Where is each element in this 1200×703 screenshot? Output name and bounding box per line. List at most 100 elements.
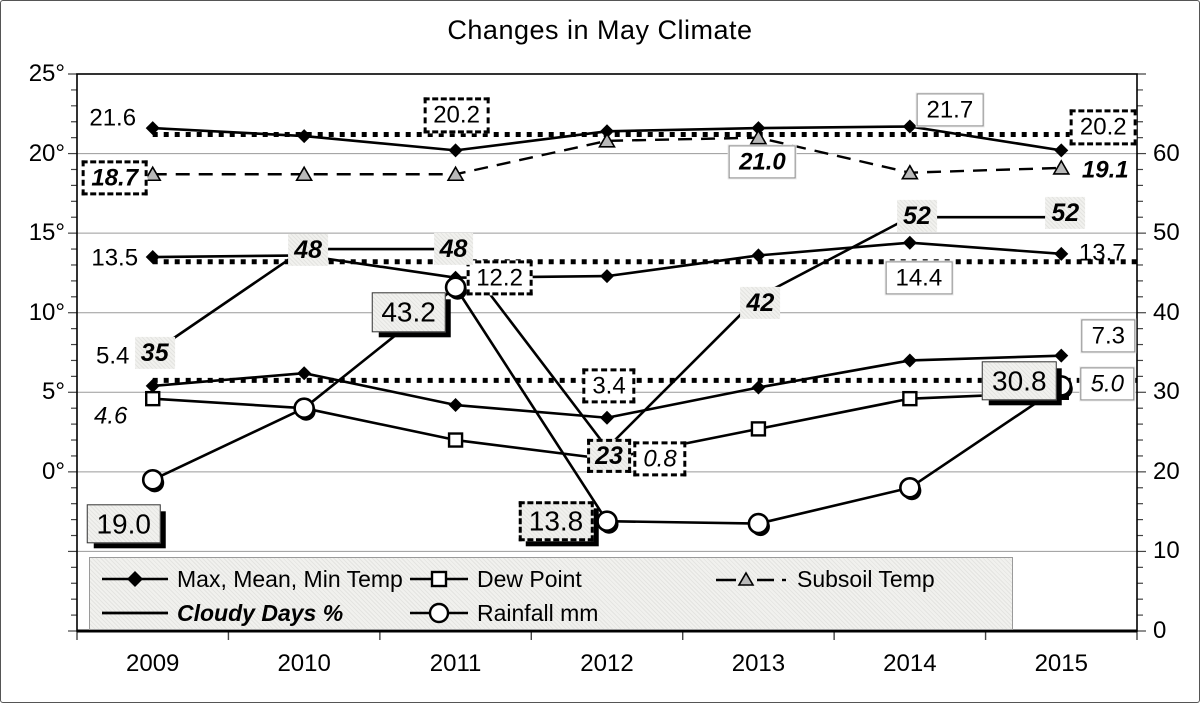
point-min-temp-2009 [145,378,160,393]
right-axis-tick-40: 40 [1153,298,1180,326]
point-min-temp-2013 [751,380,766,395]
point-max-temp-2011 [448,143,463,158]
legend-item-cloudy-days: Cloudy Days % [102,599,343,627]
label-dew-point-2009: 4.6 [94,402,128,430]
plot-border [76,73,1138,633]
point-subsoil-temp-2015 [1052,159,1071,175]
label-cloudy-days-2009: 35 [134,336,175,369]
label-min-temp-2015: 7.3 [1081,319,1135,353]
right-axis-tick-10: 10 [1153,537,1180,565]
right-axis-tick-50: 50 [1153,219,1180,247]
gridlines [77,153,1137,552]
label-subsoil-temp-2013: 21.0 [729,145,796,179]
point-dew-point-2015 [1053,384,1069,400]
diamond-line-icon [102,571,168,587]
x-axis-label-2013: 2013 [731,650,786,677]
legend-item-dew-point: Dew Point [410,565,582,593]
series-rainfall [141,276,1073,537]
point-max-temp-2010 [297,129,312,144]
point-subsoil-temp-2010 [295,165,314,182]
label-cloudy-days-2012: 23 [587,438,631,474]
label-max-temp-2011: 20.2 [423,97,490,133]
left-axis-tick-10: 10° [28,298,65,326]
right-axis-tick-60: 60 [1153,139,1180,167]
point-dew-point-2011 [447,432,464,448]
x-axis-label-2014: 2014 [883,650,937,677]
point-dew-point-2014 [902,390,918,407]
legend: Max, Mean, Min Temp Dew Point Subsoil Te… [89,557,1013,630]
legend-label-dew-point: Dew Point [477,565,582,592]
point-rainfall-2013 [747,512,770,537]
legend-item-rainfall: Rainfall mm [410,599,598,627]
point-mean-temp-2011 [448,270,463,285]
label-subsoil-temp-2015: 19.1 [1081,156,1129,184]
point-rainfall-2009 [141,469,165,493]
label-cloudy-days-2013: 42 [740,286,781,319]
point-subsoil-temp-2012 [598,132,616,148]
series-subsoil-temp [143,129,1071,182]
label-max-temp-2009: 21.6 [89,104,137,132]
x-axis-label-2015: 2015 [1034,650,1088,677]
point-min-temp-2014 [902,353,917,368]
label-mean-temp-2011: 12.2 [466,260,533,296]
legend-item-subsoil: Subsoil Temp [716,565,935,593]
right-axis-tick-30: 30 [1153,378,1180,406]
point-mean-temp-2013 [751,248,766,263]
point-min-temp-2012 [600,410,614,425]
circle-line-icon [410,602,468,624]
point-mean-temp-2015 [1054,246,1069,261]
point-subsoil-temp-2011 [446,165,465,182]
point-subsoil-temp-2014 [900,164,919,180]
left-axis-tick-0: 0° [42,457,65,485]
legend-label-cloudy-days: Cloudy Days % [177,599,344,626]
point-max-temp-2013 [751,121,766,136]
point-dew-point-2009 [145,390,161,407]
axis-ticks [68,73,1146,640]
square-line-icon [410,570,468,588]
point-mean-temp-2014 [902,235,917,250]
label-min-temp-2012: 3.4 [582,368,636,404]
legend-label-rainfall: Rainfall mm [477,599,599,626]
left-axis-tick-5: 5° [42,378,65,406]
triangle-dash-line-icon [716,571,786,586]
label-cloudy-days-2015: 52 [1045,197,1086,230]
legend-label-temp: Max, Mean, Min Temp [177,565,403,592]
x-axis-label-2010: 2010 [277,650,331,677]
label-subsoil-temp-2009: 18.7 [81,160,149,196]
x-axis-label-2011: 2011 [429,650,482,677]
point-rainfall-2014 [899,476,922,501]
left-axis-tick-25: 25° [28,60,65,87]
label-mean-temp-2015: 13.7 [1078,239,1126,267]
legend-label-subsoil: Subsoil Temp [797,565,935,592]
point-rainfall-2011 [444,276,468,300]
label-mean-temp-2009: 13.5 [91,244,139,272]
x-axis-label-2009: 2009 [126,650,180,677]
label-mean-temp-2014: 14.4 [885,261,953,295]
plain-line-icon [102,611,168,615]
x-axis-label-2012: 2012 [580,650,634,677]
label-cloudy-days-2014: 52 [896,200,937,233]
label-rainfall-2009: 19.0 [86,504,161,544]
left-axis-tick-20: 20° [28,139,65,167]
point-dew-point-2013 [750,421,767,437]
point-dew-point-2010 [296,400,312,416]
label-dew-point-2012: 0.8 [633,441,687,477]
right-axis-tick-20: 20 [1153,457,1180,485]
label-rainfall-2011: 43.2 [371,292,446,332]
chart-title: Changes in May Climate [447,15,753,45]
label-rainfall-2012: 13.8 [518,501,594,541]
label-rainfall-2015: 30.8 [982,361,1057,401]
point-max-temp-2015 [1054,143,1069,158]
point-max-temp-2014 [902,119,917,134]
label-max-temp-2014: 21.7 [916,92,984,127]
point-subsoil-temp-2013 [749,129,768,145]
label-min-temp-2009: 5.4 [96,342,130,370]
label-dew-point-2015: 5.0 [1080,367,1134,401]
point-max-temp-2012 [600,124,614,139]
label-max-temp-2015: 20.2 [1069,109,1137,145]
right-axis-tick-0: 0 [1153,617,1167,644]
label-cloudy-days-2010: 48 [288,233,329,267]
point-mean-temp-2009 [145,250,160,265]
legend-item-temp: Max, Mean, Min Temp [102,565,403,593]
